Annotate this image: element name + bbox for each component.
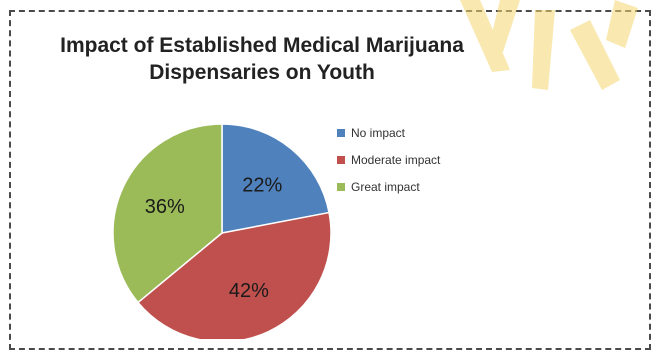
chart-title-line-1: Impact of Established Medical Marijuana: [60, 34, 464, 57]
pie-chart: 22% 42% 36%: [112, 123, 332, 339]
legend-item: Moderate impact: [337, 146, 440, 173]
legend-swatch: [337, 155, 345, 164]
legend-label: Moderate impact: [351, 152, 441, 167]
legend-item: No impact: [337, 119, 440, 146]
legend-swatch: [337, 182, 345, 191]
pie-data-label: 22%: [242, 174, 282, 196]
legend: No impact Moderate impact Great impact: [337, 119, 440, 200]
legend-item: Great impact: [337, 173, 440, 200]
pie-data-label: 42%: [229, 280, 269, 302]
pie-data-label: 36%: [145, 196, 185, 218]
pie-slice-no-impact: [221, 123, 330, 234]
legend-label: Great impact: [351, 179, 420, 194]
pie-slice-great-impact: [112, 123, 223, 304]
legend-label: No impact: [351, 125, 406, 140]
pie-slice-moderate-impact: [136, 211, 332, 339]
chart-title-line-2: Dispensaries on Youth: [149, 61, 375, 84]
chart-title: Impact of Established Medical Marijuana …: [52, 32, 472, 86]
legend-swatch: [337, 128, 345, 137]
watermark-icon: [460, 0, 638, 90]
